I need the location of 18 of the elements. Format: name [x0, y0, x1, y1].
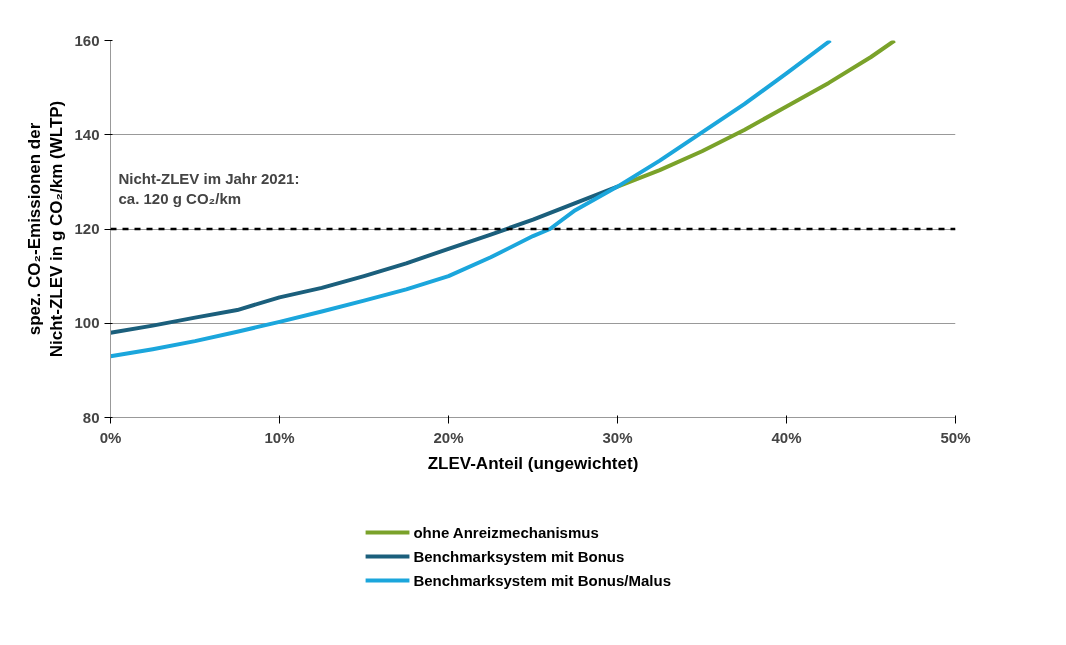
y-tick-label: 80: [82, 408, 100, 426]
y-axis-title: spez. CO₂-Emissionen der Nicht-ZLEV in g CO₂/km (WLTP): [24, 100, 67, 358]
x-tick-label: 0%: [99, 428, 122, 446]
x-tick-label: 30%: [602, 428, 633, 446]
legend-label: Benchmarksystem mit Bonus: [413, 548, 625, 565]
y-tick-label: 120: [74, 220, 100, 237]
y-tick-label: 140: [74, 125, 100, 143]
line-series: [110, 40, 833, 359]
ref-line-label: Nicht-ZLEV im Jahr 2021: ca. 120 g CO₂/km: [118, 169, 300, 207]
x-tick-label: 40%: [771, 428, 802, 446]
legend-label: ohne Anreizmechanismus: [413, 524, 599, 541]
y-tick-label: 160: [74, 31, 100, 49]
x-axis-title: ZLEV-Anteil (ungewichtet): [427, 453, 639, 473]
y-tick-label: 100: [74, 314, 100, 332]
x-tick-label: 50%: [940, 428, 971, 446]
x-tick-label: 20%: [433, 428, 464, 446]
legend-label: Benchmarksystem mit Bonus/Malus: [413, 572, 671, 589]
x-tick-label: 10%: [264, 428, 295, 446]
